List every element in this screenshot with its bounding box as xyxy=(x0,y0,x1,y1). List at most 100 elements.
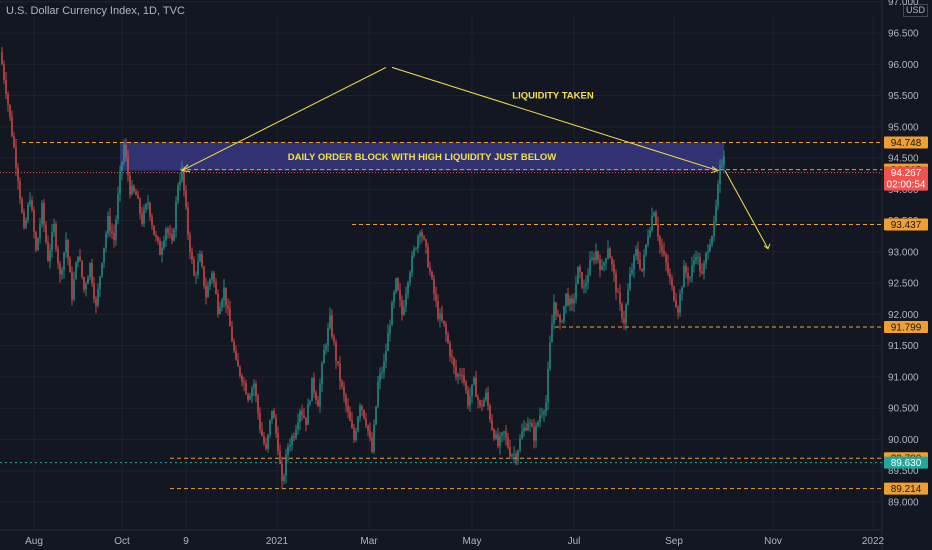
level-badge-bg xyxy=(884,482,928,495)
candle-body xyxy=(533,426,535,441)
candle-body xyxy=(57,248,59,264)
arrow-head-right xyxy=(710,166,720,174)
candle-body xyxy=(399,290,401,301)
candle-body xyxy=(395,278,397,293)
candle-body xyxy=(99,276,101,290)
price-axis[interactable]: 97.00096.50096.00095.50095.00094.50094.0… xyxy=(888,0,919,509)
candle-body xyxy=(415,247,417,249)
candle-body xyxy=(9,104,11,117)
candle-body xyxy=(127,157,129,176)
candle-body xyxy=(53,224,55,233)
candle-body xyxy=(545,402,547,412)
candle-body xyxy=(257,395,259,413)
candle-body xyxy=(561,321,563,323)
candle-body xyxy=(599,259,601,270)
candle-body xyxy=(325,345,327,351)
candle-body xyxy=(419,232,421,237)
candle-body xyxy=(397,278,399,291)
candle-body xyxy=(421,232,423,237)
candle-body xyxy=(407,282,409,294)
candle-body xyxy=(3,64,5,80)
candle-body xyxy=(649,230,651,237)
y-tick-label: 95.000 xyxy=(888,122,919,133)
time-axis[interactable]: Aug Oct 9 2021 Mar May Jul Sep Nov 2022 xyxy=(25,536,884,547)
candle-body xyxy=(451,355,453,358)
candle-body xyxy=(445,324,447,335)
candle-body xyxy=(119,171,121,195)
candle-body xyxy=(187,207,189,235)
y-tick-label: 96.000 xyxy=(888,60,919,71)
order-block: DAILY ORDER BLOCK WITH HIGH LIQUIDITY JU… xyxy=(120,142,724,171)
candle-body xyxy=(347,405,349,412)
candle-body xyxy=(563,305,565,322)
candle-body xyxy=(305,417,307,425)
level-badge-bg xyxy=(884,218,928,231)
y-tick-label: 91.000 xyxy=(888,372,919,383)
candle-body xyxy=(707,251,709,254)
y-tick-label: 96.500 xyxy=(888,29,919,40)
candle-body xyxy=(225,287,227,306)
candle-body xyxy=(655,212,657,225)
candle-body xyxy=(433,278,435,294)
candle-body xyxy=(93,283,95,300)
candle-body xyxy=(345,395,347,406)
candle-body xyxy=(591,257,593,260)
candle-body xyxy=(677,306,679,313)
candle-body xyxy=(501,432,503,437)
candle-body xyxy=(199,254,201,262)
candle-body xyxy=(585,282,587,287)
candle-body xyxy=(467,390,469,406)
candle-body xyxy=(529,423,531,425)
candle-body xyxy=(405,293,407,307)
candle-body xyxy=(261,429,263,436)
candle-body xyxy=(633,255,635,270)
candle-body xyxy=(631,269,633,274)
candle-body xyxy=(549,342,551,369)
candle-body xyxy=(183,167,185,191)
candle-body xyxy=(693,260,695,266)
candle-body xyxy=(509,447,511,457)
candle-body xyxy=(171,235,173,241)
candle-body xyxy=(23,212,25,228)
x-tick-label: May xyxy=(463,536,482,547)
candle-body xyxy=(439,313,441,319)
candle-body xyxy=(643,254,645,271)
candle-body xyxy=(581,271,583,288)
candle-body xyxy=(313,377,315,393)
candle-body xyxy=(487,392,489,406)
candle-body xyxy=(243,381,245,383)
candle-body xyxy=(665,254,667,263)
candle-body xyxy=(47,241,49,262)
candle-body xyxy=(223,287,225,301)
candle-body xyxy=(417,236,419,248)
candle-body xyxy=(483,399,485,407)
x-tick-label: Jul xyxy=(568,536,581,547)
candles xyxy=(1,46,725,490)
candle-body xyxy=(311,377,313,402)
candle-body xyxy=(553,302,555,324)
candle-body xyxy=(179,180,181,186)
candle-body xyxy=(403,306,405,315)
candle-body xyxy=(573,298,575,304)
candle-body xyxy=(481,405,483,407)
candle-body xyxy=(253,383,255,389)
currency-badge[interactable]: USD xyxy=(902,4,928,17)
candle-body xyxy=(369,431,371,438)
candle-body xyxy=(645,244,647,255)
candle-body xyxy=(147,202,149,205)
candle-body xyxy=(209,279,211,287)
candle-body xyxy=(267,434,269,449)
candle-body xyxy=(273,410,275,419)
candle-body xyxy=(129,175,131,195)
candle-body xyxy=(287,446,289,455)
candle-body xyxy=(307,404,309,425)
candle-body xyxy=(673,286,675,301)
level-badge: 93.437 xyxy=(891,220,922,231)
candle-body xyxy=(329,315,331,329)
candle-body xyxy=(641,268,643,271)
candle-body xyxy=(291,436,293,446)
y-tick-label: 90.000 xyxy=(888,435,919,446)
candle-body xyxy=(547,368,549,403)
candle-body xyxy=(409,272,411,283)
